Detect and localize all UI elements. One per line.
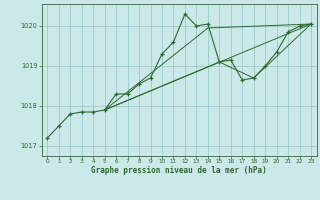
X-axis label: Graphe pression niveau de la mer (hPa): Graphe pression niveau de la mer (hPa) <box>91 166 267 175</box>
